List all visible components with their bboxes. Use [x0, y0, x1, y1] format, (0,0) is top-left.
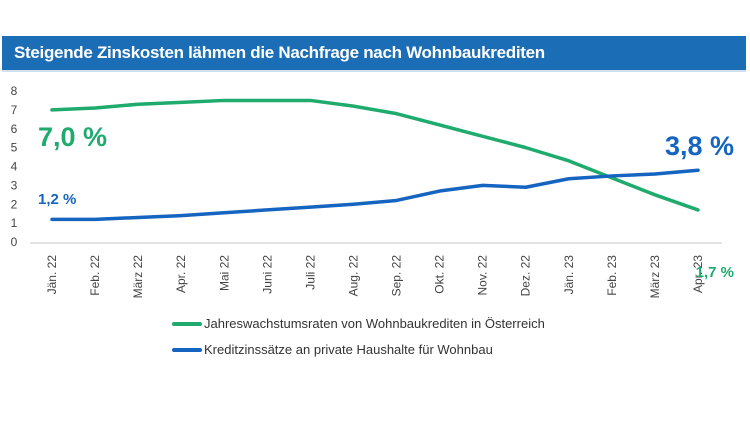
- legend-label: Kreditzinssätze an private Haushalte für…: [204, 342, 493, 357]
- legend-swatch-blue: [172, 347, 202, 352]
- y-tick-label: 5: [11, 141, 18, 155]
- start-value-label-rates: 1,2 %: [38, 191, 76, 208]
- x-tick-label: Juni 22: [260, 255, 274, 294]
- legend-label: Jahreswachstumsraten von Wohnbaukrediten…: [204, 316, 545, 331]
- x-tick-label: Dez. 22: [519, 255, 533, 297]
- x-tick-label: März 22: [131, 255, 145, 299]
- start-value-label-growth: 7,0 %: [38, 122, 107, 152]
- chart-title: Steigende Zinskosten lähmen die Nachfrag…: [14, 43, 545, 62]
- x-tick-label: Sep. 22: [390, 255, 404, 297]
- y-tick-label: 1: [11, 216, 18, 230]
- y-tick-label: 6: [11, 122, 18, 136]
- y-tick-label: 3: [11, 178, 18, 192]
- x-tick-label: Mai 22: [217, 255, 231, 291]
- x-tick-label: Apr. 23: [691, 255, 705, 293]
- x-tick-label: Aug. 22: [346, 255, 360, 297]
- x-tick-label: Apr. 22: [174, 255, 188, 293]
- chart-title-bar: Steigende Zinskosten lähmen die Nachfrag…: [2, 36, 746, 72]
- x-tick-label: Feb. 23: [605, 255, 619, 296]
- x-tick-label: Juli 22: [303, 255, 317, 290]
- legend-item-growth: Jahreswachstumsraten von Wohnbaukrediten…: [172, 316, 545, 331]
- end-value-label-rates: 3,8 %: [665, 131, 734, 161]
- x-tick-label: Okt. 22: [433, 255, 447, 294]
- y-tick-label: 2: [11, 197, 18, 211]
- end-value-label-growth: 1,7 %: [696, 264, 734, 281]
- legend-item-rates: Kreditzinssätze an private Haushalte für…: [172, 342, 493, 357]
- series-line-1: [50, 168, 700, 222]
- x-tick-label: Feb. 22: [88, 255, 102, 296]
- series-line-0: [50, 98, 700, 212]
- y-tick-label: 4: [11, 160, 18, 174]
- y-tick-label: 7: [11, 103, 18, 117]
- legend-swatch-green: [172, 321, 202, 326]
- x-tick-label: Jän. 23: [562, 255, 576, 295]
- x-tick-label: Jän. 22: [45, 255, 59, 295]
- x-tick-label: März 23: [648, 255, 662, 299]
- y-tick-label: 8: [11, 84, 18, 98]
- x-tick-label: Nov. 22: [476, 255, 490, 296]
- y-tick-label: 0: [11, 235, 18, 249]
